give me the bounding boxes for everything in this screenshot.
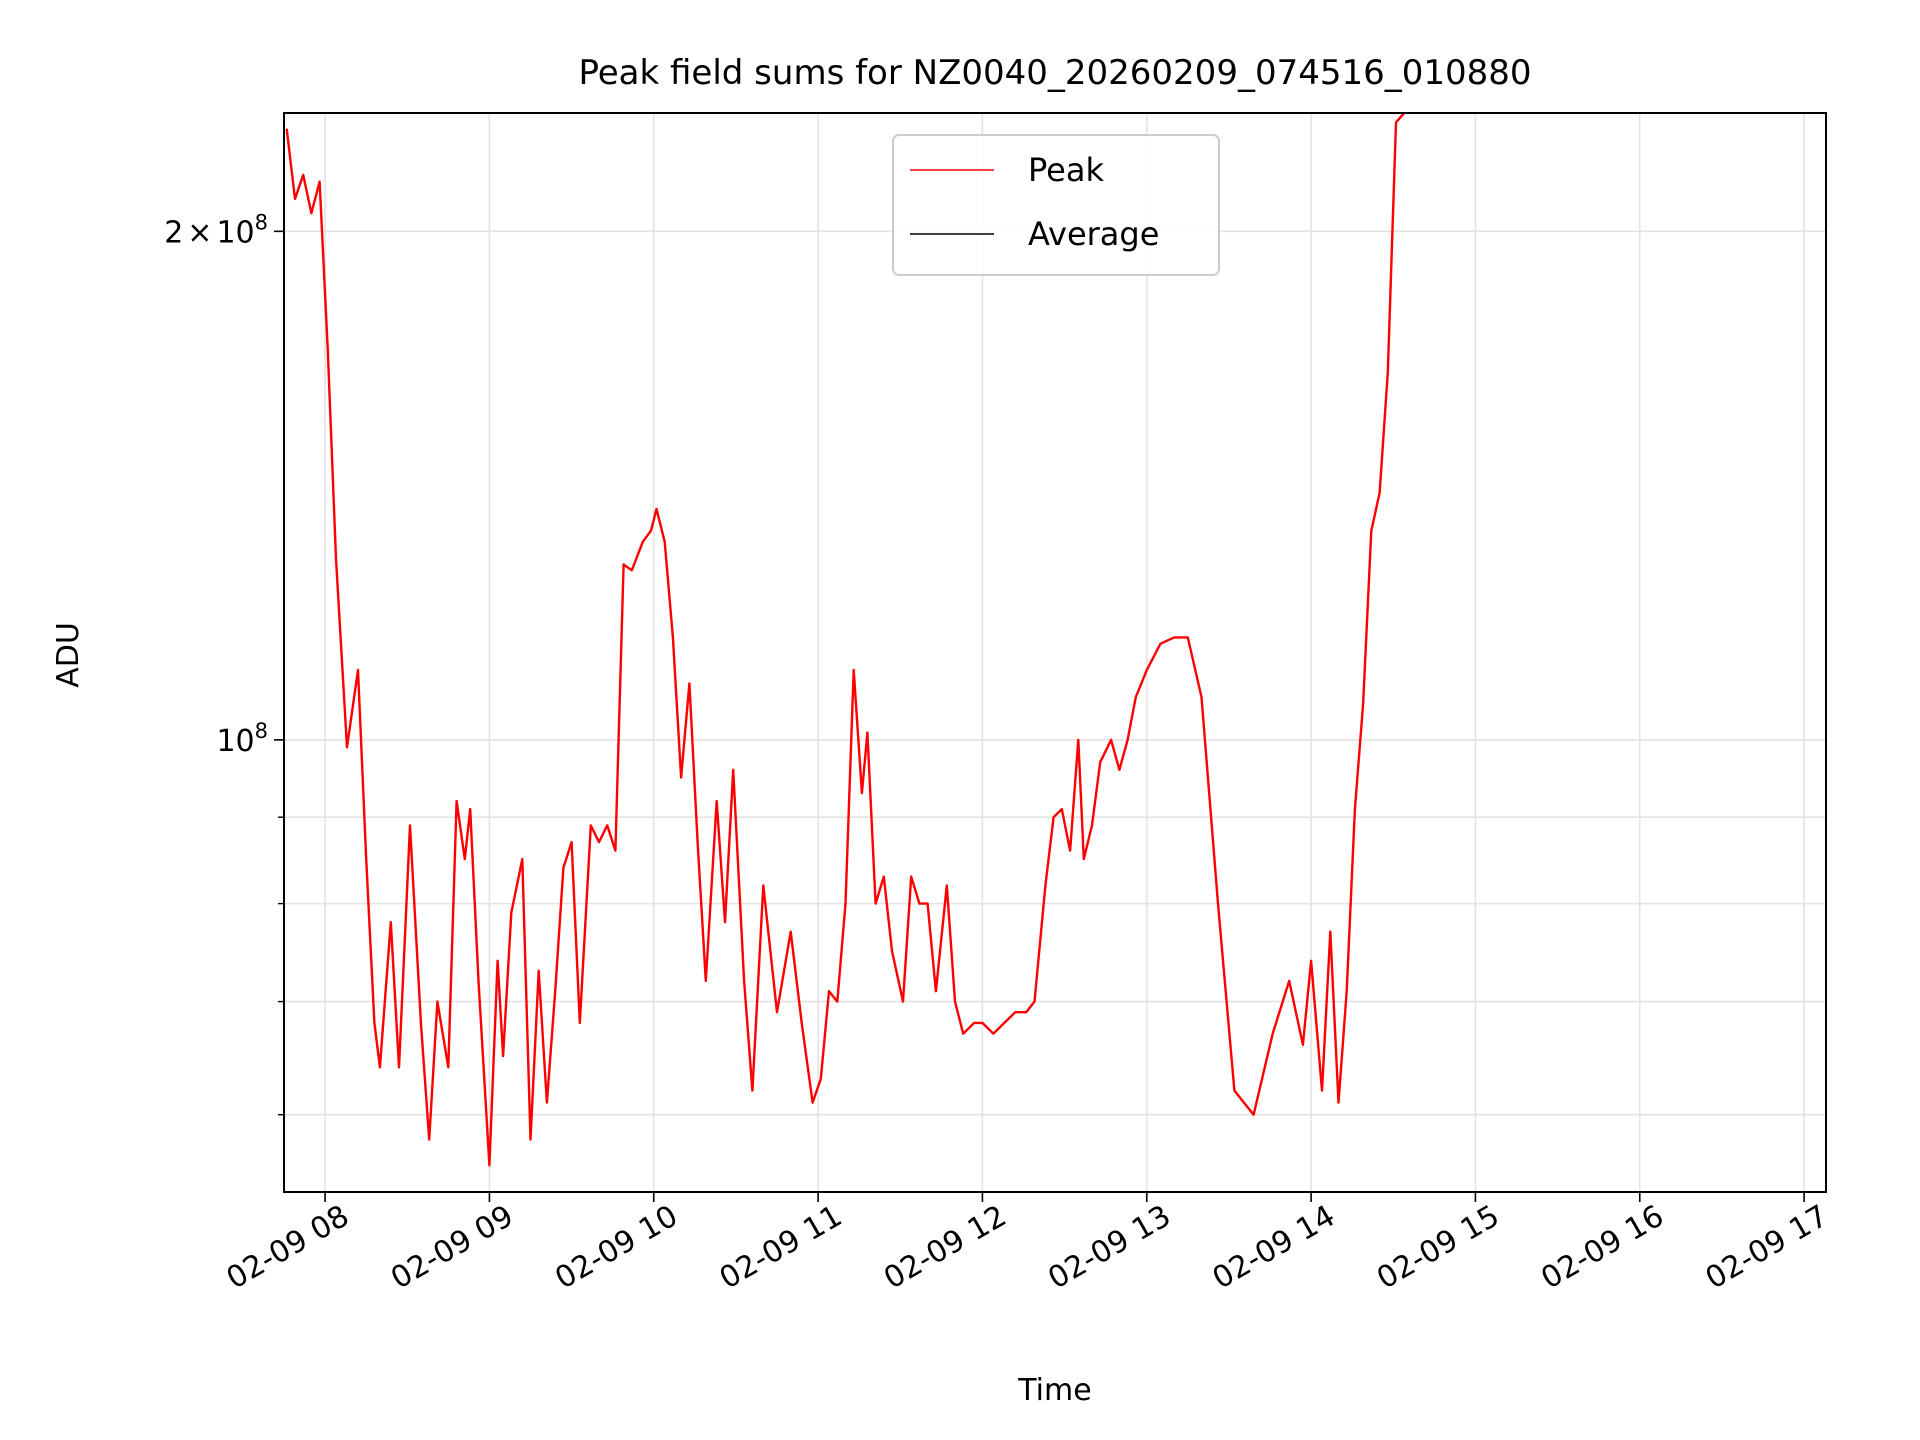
y-tick-label: 2 × 108 [164,210,268,250]
series-line-average [285,113,1405,1167]
x-tick-label: 02-09 15 [1371,1199,1505,1297]
ticks: 02-09 08 02-09 09 02-09 10 02-09 11 02-09 12… [164,210,1834,1296]
x-tick-label: 02-09 12 [878,1199,1012,1297]
series-line-peak [285,113,1406,1167]
legend-label-peak: Peak [1028,151,1104,189]
legend: Peak Average [892,134,1220,276]
x-tick-label: 02-09 16 [1535,1199,1669,1297]
legend-label-average: Average [1028,215,1159,253]
axes [283,112,1827,1193]
y-axis-label: ADU [51,622,86,688]
chart-title: Peak field sums for NZ0040_20260209_0745… [578,53,1531,93]
x-tick-label: 02-09 11 [714,1199,848,1297]
y-tick-label: 108 [216,719,268,759]
x-tick-label: 02-09 17 [1700,1199,1834,1297]
x-axis-label: Time [1017,1373,1091,1408]
x-tick-label: 02-09 09 [385,1199,519,1297]
x-tick-label: 02-09 14 [1207,1199,1341,1297]
x-tick-label: 02-09 10 [549,1199,683,1297]
x-tick-label: 02-09 13 [1042,1199,1176,1297]
x-tick-label: 02-09 08 [221,1199,355,1297]
axes-frame [283,112,1827,1193]
plot-lines [285,113,1406,1167]
